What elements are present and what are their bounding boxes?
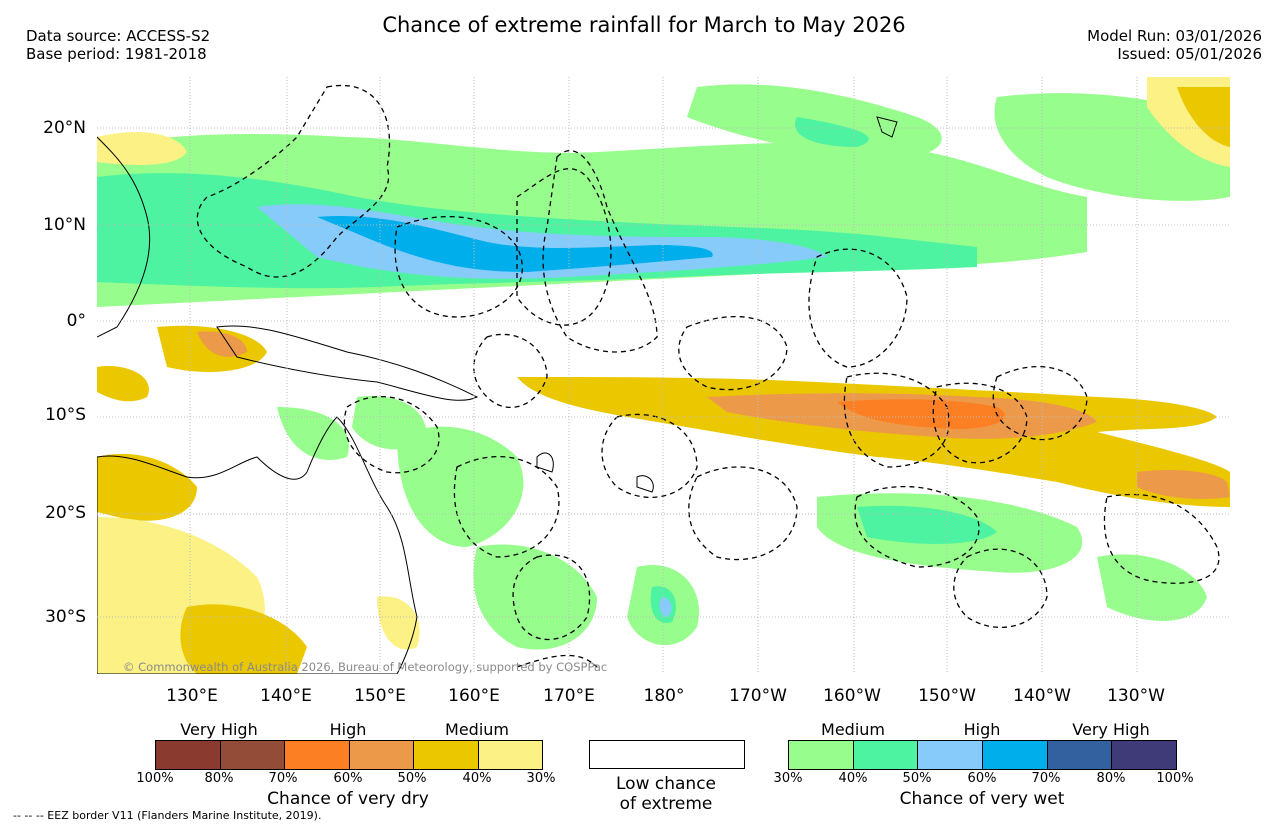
- wet-category-high: High: [963, 720, 1001, 739]
- lat-label-20n: 20°N: [43, 118, 86, 138]
- dry-caption: Chance of very dry: [267, 789, 429, 809]
- wet-caption: Chance of very wet: [899, 789, 1065, 809]
- dry-tick: 70%: [268, 771, 298, 786]
- eez-footnote: -- -- -- EEZ border V11 (Flanders Marine…: [13, 809, 322, 822]
- dry-category-high: High: [329, 720, 367, 739]
- hawaii-island: [876, 116, 898, 138]
- dry-tick: 80%: [204, 771, 234, 786]
- australia-coast: [97, 416, 418, 674]
- lon-label-170w: 170°W: [729, 686, 787, 706]
- wet-swatch: [853, 741, 919, 769]
- wet-colorbar: [788, 740, 1177, 770]
- wet-category-very-high: Very High: [1072, 720, 1150, 739]
- dry-colorbar: [155, 740, 543, 770]
- dry-tick: 30%: [526, 771, 556, 786]
- wet-swatch: [789, 741, 854, 769]
- wet-tick: 50%: [902, 771, 932, 786]
- lon-label-140e: 140°E: [260, 686, 312, 706]
- lon-label-180: 180°: [643, 686, 685, 706]
- lon-label-160w: 160°W: [823, 686, 881, 706]
- rainfall-map: © Commonwealth of Australia 2026, Bureau…: [97, 77, 1230, 674]
- issued-text: Issued: 05/01/2026: [1117, 45, 1262, 63]
- low-chance-caption: Low chance of extreme: [616, 774, 716, 814]
- wet-swatch: [1112, 741, 1177, 769]
- dry-tick: 60%: [333, 771, 363, 786]
- dry-swatch: [156, 741, 221, 769]
- wet-swatch: [1047, 741, 1113, 769]
- lat-label-20s: 20°S: [45, 503, 86, 523]
- lon-label-150w: 150°W: [918, 686, 976, 706]
- new-guinea-coast: [216, 325, 479, 401]
- model-run-text: Model Run: 03/01/2026: [1087, 27, 1262, 45]
- dry-category-very-high: Very High: [180, 720, 258, 739]
- dry-swatch: [414, 741, 479, 769]
- dry-tick: 40%: [462, 771, 492, 786]
- lat-label-0: 0°: [66, 311, 86, 331]
- wet-tick: 40%: [838, 771, 868, 786]
- base-period-text: Base period: 1981-2018: [26, 45, 207, 63]
- low-chance-line2: of extreme: [619, 794, 713, 814]
- wet-tick: 80%: [1096, 771, 1126, 786]
- lat-label-10s: 10°S: [45, 405, 86, 425]
- lon-label-150e: 150°E: [354, 686, 406, 706]
- header-left: Data source: ACCESS-S2 Base period: 1981…: [26, 27, 210, 63]
- dry-tick: 100%: [136, 771, 174, 786]
- wet-tick: 60%: [967, 771, 997, 786]
- dry-category-medium: Medium: [445, 720, 509, 739]
- copyright-text: © Commonwealth of Australia 2026, Bureau…: [123, 660, 607, 674]
- lon-label-170e: 170°E: [543, 686, 595, 706]
- wet-tick: 100%: [1156, 771, 1194, 786]
- eez-borders: [196, 84, 1220, 668]
- dry-swatch: [285, 741, 350, 769]
- dry-swatch: [478, 741, 542, 769]
- wet-swatch: [983, 741, 1048, 769]
- lon-label-140w: 140°W: [1013, 686, 1071, 706]
- dry-swatch: [349, 741, 414, 769]
- dry-swatch: [220, 741, 285, 769]
- lat-label-10n: 10°N: [43, 215, 86, 235]
- lon-label-130e: 130°E: [166, 686, 218, 706]
- wet-tick: 70%: [1031, 771, 1061, 786]
- lon-label-130w: 130°W: [1107, 686, 1165, 706]
- data-source-text: Data source: ACCESS-S2: [26, 27, 211, 45]
- map-title: Chance of extreme rainfall for March to …: [382, 13, 906, 37]
- lat-label-30s: 30°S: [45, 607, 86, 627]
- fiji-island: [636, 475, 654, 493]
- low-chance-line1: Low chance: [616, 774, 716, 794]
- wet-category-medium: Medium: [821, 720, 885, 739]
- wet-swatch: [918, 741, 984, 769]
- vanuatu-island: [536, 452, 554, 473]
- low-chance-swatch: [589, 740, 745, 769]
- philippines-coast: [97, 136, 151, 338]
- dry-tick: 50%: [397, 771, 427, 786]
- gridlines: [97, 77, 1230, 674]
- dry-anomaly-regions: [97, 77, 1230, 674]
- header-right: Model Run: 03/01/2026 Issued: 05/01/2026: [1087, 27, 1262, 63]
- landmass: [97, 116, 898, 674]
- lon-label-160e: 160°E: [448, 686, 500, 706]
- wet-tick: 30%: [773, 771, 803, 786]
